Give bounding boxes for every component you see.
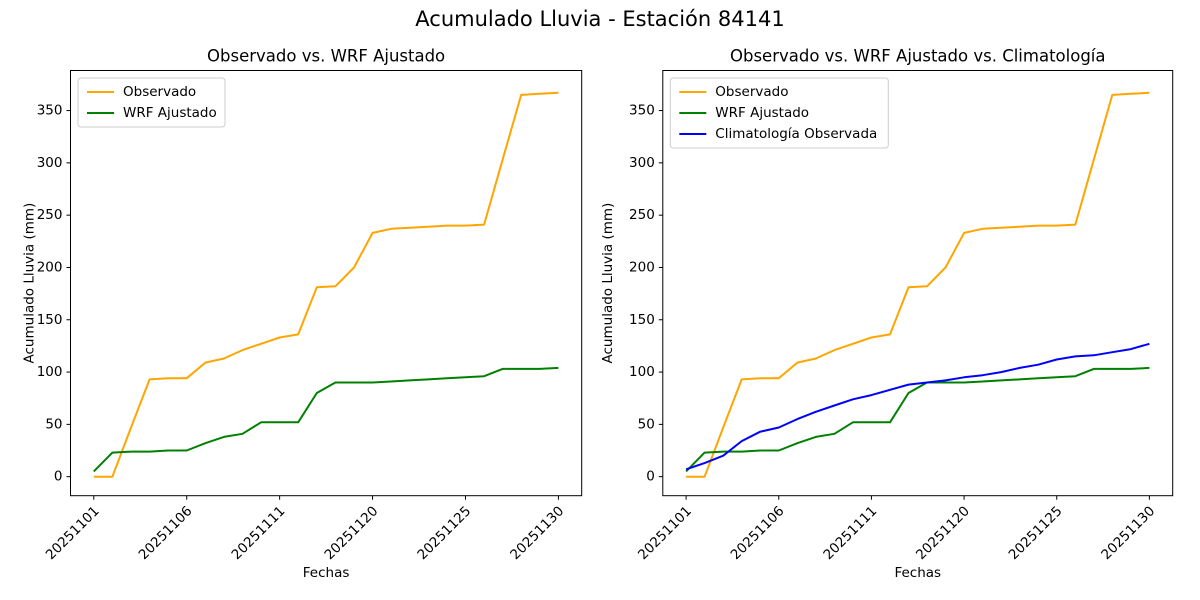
legend-label-3: Climatología Observada <box>715 126 877 142</box>
legend-box <box>77 77 226 128</box>
x-tick-label: 20251130 <box>1098 503 1158 563</box>
y-tick-label: 150 <box>37 312 63 328</box>
y-tick-label: 250 <box>37 207 63 223</box>
x-axis-label: Fechas <box>303 565 350 581</box>
x-axis-label: Fechas <box>894 565 941 581</box>
legend-label-1: Observado <box>123 84 196 100</box>
y-tick-label: 350 <box>629 103 655 119</box>
figure-title: Acumulado Lluvia - Estación 84141 <box>415 7 785 31</box>
y-tick-label: 50 <box>45 416 62 432</box>
y-tick-label: 0 <box>646 469 655 485</box>
x-tick-label: 20251106 <box>728 503 788 563</box>
x-tick-label: 20251106 <box>136 503 196 563</box>
y-tick-label: 350 <box>37 103 63 119</box>
y-axis-label: Acumulado Lluvia (mm) <box>22 203 38 364</box>
x-tick-label: 20251101 <box>43 503 103 563</box>
x-tick-label: 20251111 <box>820 503 880 563</box>
y-tick-label: 0 <box>54 469 63 485</box>
legend-box <box>669 77 889 149</box>
y-tick-label: 50 <box>638 416 655 432</box>
x-tick-label: 20251125 <box>1006 503 1066 563</box>
series-line-wrf-ajustado <box>685 366 1150 473</box>
y-tick-label: 150 <box>629 312 655 328</box>
subplot-title: Observado vs. WRF Ajustado <box>207 47 445 66</box>
x-tick-label: 20251125 <box>414 503 474 563</box>
y-tick-label: 200 <box>37 259 63 275</box>
x-tick-label: 20251111 <box>229 503 289 563</box>
y-axis-label: Acumulado Lluvia (mm) <box>600 203 616 364</box>
axes-spines-chart0 <box>70 70 583 497</box>
series-line-observado <box>686 91 1150 478</box>
x-tick-label: 20251120 <box>913 503 973 563</box>
series-line-wrf-ajustado <box>93 366 559 473</box>
legend-label-2: WRF Ajustado <box>123 105 217 121</box>
x-tick-label: 20251130 <box>507 503 567 563</box>
y-tick-label: 200 <box>629 259 655 275</box>
subplot-title: Observado vs. WRF Ajustado vs. Climatolo… <box>730 47 1106 66</box>
y-tick-label: 300 <box>629 155 655 171</box>
x-tick-label: 20251120 <box>321 503 381 563</box>
legend-label-2: WRF Ajustado <box>715 105 809 121</box>
axes-spines-chart1 <box>662 70 1174 497</box>
series-line-observado <box>93 91 559 478</box>
legend-label-1: Observado <box>715 84 788 100</box>
y-tick-label: 300 <box>37 155 63 171</box>
series-line-climatolog-a-observada <box>685 342 1150 471</box>
x-tick-label: 20251101 <box>635 503 695 563</box>
y-tick-label: 100 <box>37 364 63 380</box>
y-tick-label: 250 <box>629 207 655 223</box>
y-tick-label: 100 <box>629 364 655 380</box>
